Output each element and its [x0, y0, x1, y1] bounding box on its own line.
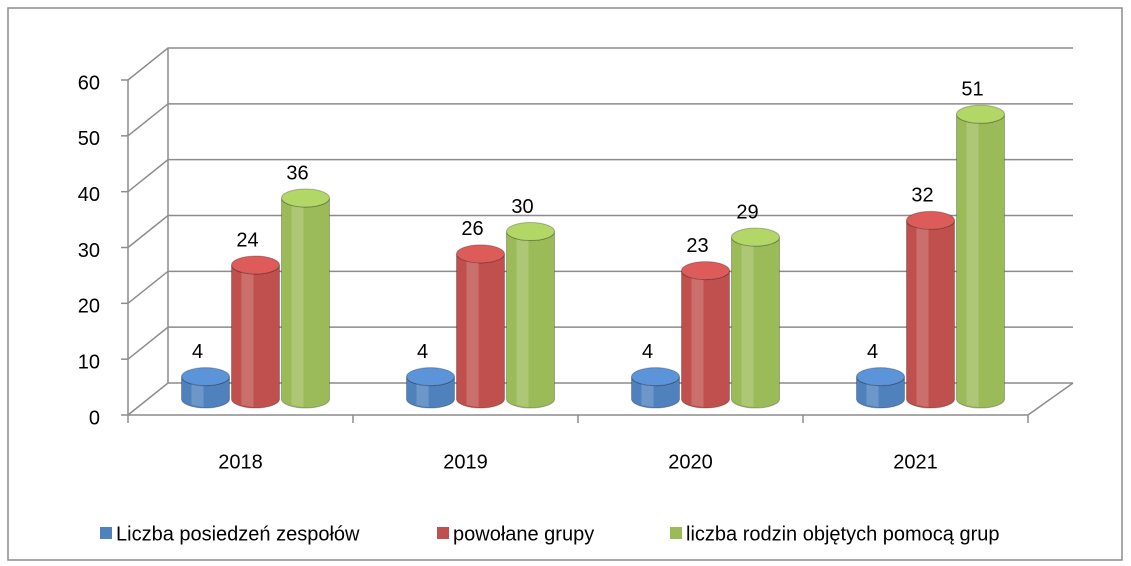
bar-top: [406, 367, 455, 387]
bar-top: [956, 104, 1005, 124]
legend-swatch: [437, 527, 449, 539]
bar-top: [731, 227, 780, 247]
data-label: 29: [736, 201, 758, 223]
bar: [281, 197, 330, 409]
bar-shade: [516, 231, 529, 407]
data-label: 30: [511, 196, 533, 218]
bar-top: [456, 244, 505, 264]
data-label: 4: [192, 341, 203, 363]
bar-top: [506, 222, 555, 241]
x-tick-label: 2021: [893, 451, 938, 473]
y-tick-label: 10: [78, 351, 100, 373]
y-tick-label: 50: [78, 128, 100, 150]
bar-shade: [741, 237, 754, 407]
bar: [681, 270, 730, 409]
bar: [956, 114, 1005, 409]
data-label: 4: [867, 341, 878, 363]
bar-shade: [466, 253, 479, 407]
legend-swatch: [670, 527, 682, 539]
x-tick-label: 2020: [668, 451, 713, 473]
bar: [506, 231, 555, 409]
bar: [906, 220, 955, 409]
data-label: 24: [236, 229, 258, 251]
bar-top: [281, 188, 330, 208]
y-tick-label: 40: [78, 184, 100, 206]
y-tick-label: 30: [78, 240, 100, 262]
bar-top: [181, 367, 230, 387]
bar-shade: [241, 265, 254, 407]
data-label: 4: [417, 341, 428, 363]
bar: [231, 264, 280, 409]
data-label: 36: [286, 162, 308, 184]
bar-shade: [691, 270, 704, 407]
bar-top: [231, 255, 280, 275]
legend-label: Liczba posiedzeń zespołów: [116, 523, 360, 545]
data-label: 26: [461, 218, 483, 240]
legend-label: liczba rodzin objętych pomocą grup: [686, 523, 1000, 545]
bar-top: [906, 210, 955, 230]
bar-top: [631, 367, 680, 387]
bar-shade: [916, 220, 929, 407]
data-label: 51: [961, 79, 983, 101]
x-tick-label: 2019: [443, 451, 488, 473]
x-tick-label: 2018: [218, 451, 263, 473]
data-label: 23: [686, 235, 708, 257]
bar-shade: [966, 114, 979, 407]
y-tick-label: 20: [78, 296, 100, 318]
bar-shade: [291, 198, 304, 407]
legend-label: powołane grupy: [453, 523, 594, 545]
data-label: 32: [911, 185, 933, 207]
data-label: 4: [642, 341, 653, 363]
bar-top: [856, 367, 905, 387]
legend-swatch: [100, 527, 112, 539]
bar: [456, 253, 505, 409]
y-tick-label: 0: [89, 407, 100, 429]
bar-top: [681, 261, 730, 281]
bar: [731, 237, 780, 409]
y-tick-label: 60: [78, 72, 100, 94]
